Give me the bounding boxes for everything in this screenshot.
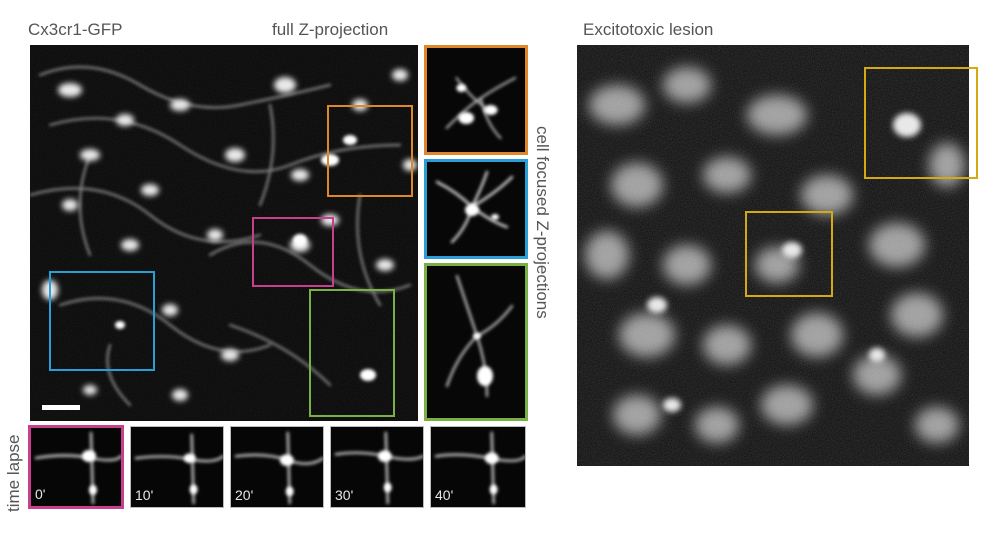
time-label: 30' xyxy=(335,487,354,503)
cell-focused-label: cell focused Z-projections xyxy=(533,126,552,319)
time-label: 40' xyxy=(435,487,454,503)
time-lapse-frame: 0' xyxy=(28,425,124,509)
green-roi-box xyxy=(309,289,395,417)
time-lapse-frame: 30' xyxy=(330,426,424,508)
yellow-roi-box-small xyxy=(745,211,833,297)
left-panel-subtitle: full Z-projection xyxy=(272,20,389,39)
time-lapse-frame: 20' xyxy=(230,426,324,508)
green-zoom-image xyxy=(424,263,528,421)
scale-bar xyxy=(42,405,80,410)
full-z-projection-image xyxy=(30,45,418,421)
time-label: 0' xyxy=(35,486,46,502)
excitotoxic-lesion-image xyxy=(577,45,969,466)
time-lapse-label: time lapse xyxy=(4,434,23,512)
time-lapse-frame: 40' xyxy=(430,426,526,508)
time-label: 10' xyxy=(135,487,154,503)
orange-roi-box xyxy=(327,105,413,197)
blue-roi-box xyxy=(49,271,155,371)
magenta-roi-box xyxy=(252,217,334,287)
time-lapse-frame: 10' xyxy=(130,426,224,508)
orange-zoom-image xyxy=(424,45,528,155)
blue-zoom-image xyxy=(424,159,528,259)
right-panel-title: Excitotoxic lesion xyxy=(583,20,714,39)
yellow-roi-box-large xyxy=(864,67,978,179)
left-panel-title: Cx3cr1-GFP xyxy=(28,20,123,39)
time-label: 20' xyxy=(235,487,254,503)
